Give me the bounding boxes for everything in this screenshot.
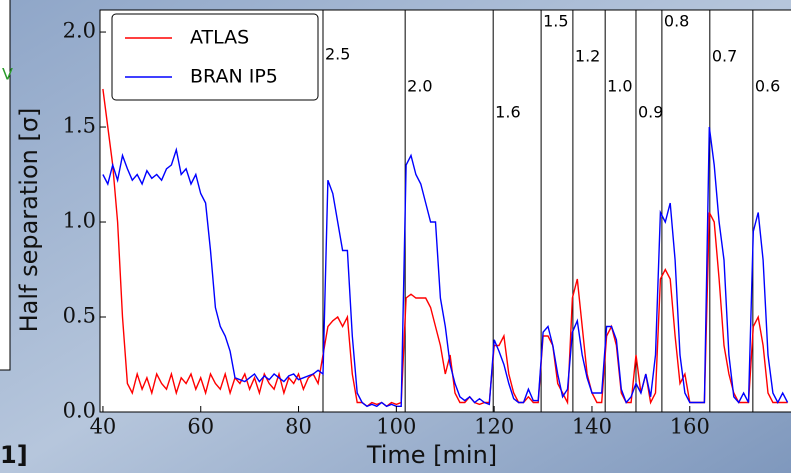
y-tick-label: 1.5 — [63, 114, 96, 138]
x-axis-label: Time [min] — [366, 441, 497, 469]
legend-label: ATLAS — [190, 27, 249, 49]
y-tick-label: 2.0 — [63, 19, 96, 43]
y-tick-label: 0.5 — [63, 304, 96, 328]
scan-label: 1.5 — [543, 12, 568, 31]
x-tick-label: 60 — [187, 415, 214, 439]
scan-label: 0.8 — [664, 12, 689, 31]
scan-label: 0.9 — [638, 103, 663, 122]
legend: ATLAS BRAN IP5 — [111, 13, 319, 101]
x-tick-label: 120 — [474, 415, 514, 439]
fragment-text: V — [2, 65, 13, 84]
axes: 0.0 0.5 1.0 1.5 2.0 40 60 80 100 120 140 160 2.5 2.0 1… — [63, 12, 781, 439]
scan-label: 2.0 — [407, 77, 432, 96]
series-line — [102, 126, 789, 408]
scan-label: 2.5 — [325, 45, 350, 64]
fragment-text: 1] — [0, 441, 28, 469]
x-tick-label: 100 — [376, 415, 416, 439]
x-tick-label: 160 — [670, 415, 710, 439]
scan-label: 1.0 — [607, 77, 632, 96]
x-tick-label: 140 — [572, 415, 612, 439]
scan-label: 1.2 — [575, 47, 600, 66]
y-axis-label: Half separation [σ] — [15, 108, 43, 333]
scan-label: 0.7 — [712, 47, 737, 66]
legend-box — [111, 13, 319, 101]
scan-label: 1.6 — [495, 103, 520, 122]
legend-label: BRAN IP5 — [190, 66, 278, 88]
scan-label: 0.6 — [755, 77, 780, 96]
x-tick-label: 40 — [90, 415, 117, 439]
plot-content — [102, 10, 789, 412]
neighbor-plot-sliver — [0, 0, 11, 371]
series-line — [102, 88, 788, 408]
x-tick-label: 80 — [285, 415, 312, 439]
y-tick-label: 1.0 — [63, 209, 96, 233]
y-tick-label: 0.0 — [63, 399, 96, 423]
